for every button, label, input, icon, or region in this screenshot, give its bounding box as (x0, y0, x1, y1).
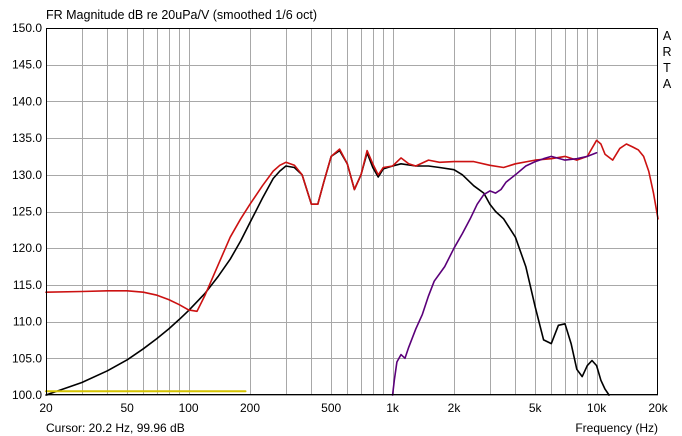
x-tick-label: 10k (587, 401, 607, 415)
side-label-letter: A (663, 29, 672, 43)
x-tick-label: 5k (529, 401, 543, 415)
side-label-letter: T (663, 61, 671, 75)
cursor-readout: Cursor: 20.2 Hz, 99.96 dB (46, 421, 185, 435)
y-tick-label: 130.0 (12, 168, 42, 182)
y-tick-label: 140.0 (12, 94, 42, 108)
x-tick-label: 20 (39, 401, 53, 415)
series-line (45, 139, 659, 313)
plot-area (46, 28, 658, 395)
y-tick-label: 145.0 (12, 58, 42, 72)
x-tick-label: 1k (386, 401, 400, 415)
x-tick-label: 2k (448, 401, 462, 415)
y-tick-label: 105.0 (12, 351, 42, 365)
chart-title: FR Magnitude dB re 20uPa/V (smoothed 1/6… (46, 8, 317, 22)
plot-frame (46, 28, 658, 395)
y-tick-label: 115.0 (13, 278, 42, 292)
side-label-letter: A (663, 77, 672, 91)
y-tick-label: 135.0 (12, 131, 42, 145)
series-group (45, 139, 659, 396)
y-axis-ticks: 100.0 105.0 110.0 115.0 120.0 125.0 130.0 135.0… (12, 21, 42, 402)
x-axis-ticks: 20 50 100 200 500 1k 2k 5k 10k 20k (39, 401, 668, 415)
side-label-letter: R (662, 45, 671, 59)
series-line (391, 152, 598, 396)
x-axis-label: Frequency (Hz) (575, 421, 658, 435)
y-tick-label: 100.0 (12, 388, 42, 402)
x-tick-label: 200 (240, 401, 260, 415)
series-line (45, 149, 610, 396)
y-tick-label: 110.0 (13, 315, 42, 329)
y-tick-label: 125.0 (12, 205, 42, 219)
x-tick-label: 50 (121, 401, 135, 415)
x-tick-label: 500 (321, 401, 341, 415)
y-tick-label: 150.0 (12, 21, 42, 35)
x-tick-label: 20k (648, 401, 668, 415)
x-tick-label: 100 (179, 401, 199, 415)
y-tick-label: 120.0 (12, 241, 42, 255)
